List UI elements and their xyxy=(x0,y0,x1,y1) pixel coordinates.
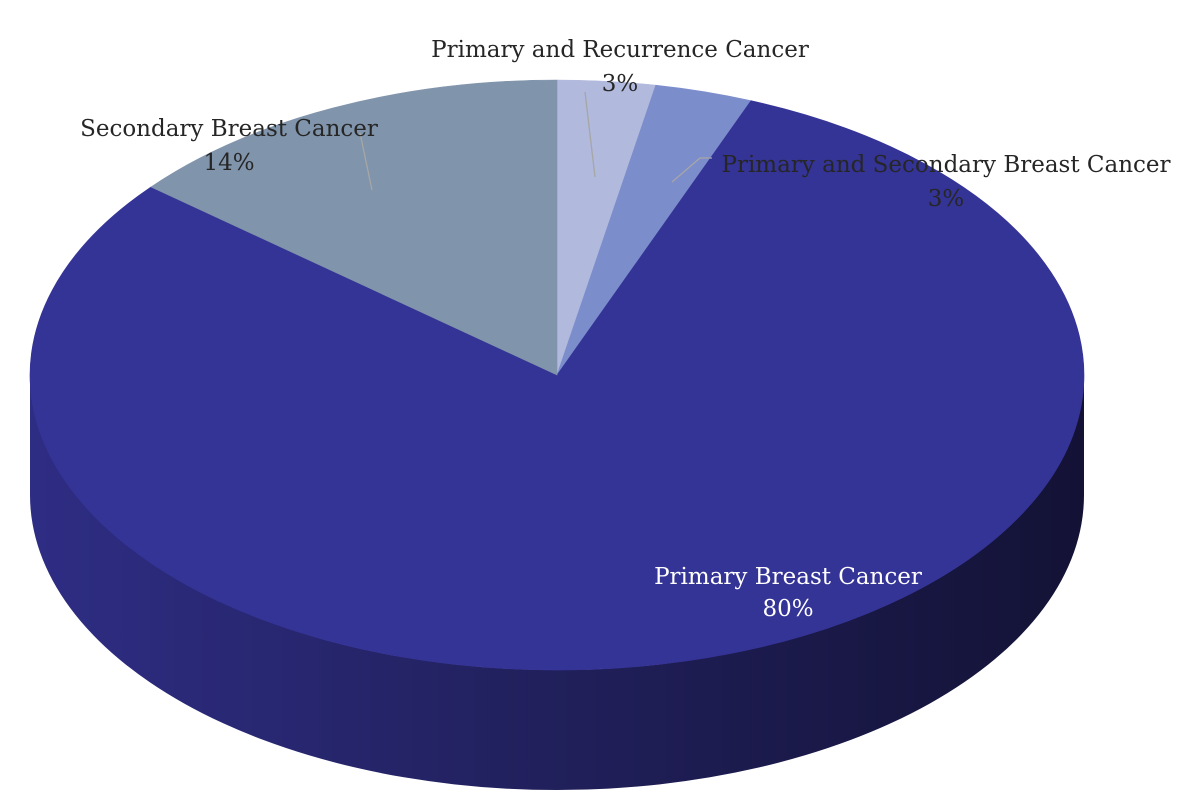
labels-layer: Primary and Recurrence Cancer 3% Primary a… xyxy=(80,37,1170,622)
leader-line-primary-and-secondary-breast-cancer xyxy=(671,157,712,183)
slice-label-primary-and-recurrence-cancer: Primary and Recurrence Cancer xyxy=(431,37,809,63)
slice-percent-primary-breast-cancer: 80% xyxy=(762,596,813,622)
leader-line-secondary-breast-cancer xyxy=(359,132,373,191)
slice-label-primary-and-secondary-breast-cancer: Primary and Secondary Breast Cancer xyxy=(721,152,1170,178)
leader-lines-layer xyxy=(359,91,712,191)
pie-slices-layer xyxy=(29,79,1085,671)
pie-depth-layer xyxy=(30,375,1084,790)
pie-slice-secondary-breast-cancer xyxy=(150,79,558,376)
slice-percent-primary-and-secondary-breast-cancer: 3% xyxy=(928,186,965,212)
slice-label-secondary-breast-cancer: Secondary Breast Cancer xyxy=(80,116,378,142)
slice-percent-secondary-breast-cancer: 14% xyxy=(203,150,254,176)
slice-percent-primary-and-recurrence-cancer: 3% xyxy=(602,71,639,97)
leader-line-primary-and-recurrence-cancer xyxy=(584,91,596,178)
slice-label-primary-breast-cancer: Primary Breast Cancer xyxy=(654,564,922,590)
pie-slice-primary-breast-cancer xyxy=(29,100,1085,671)
pie-side-wall xyxy=(30,375,1084,790)
